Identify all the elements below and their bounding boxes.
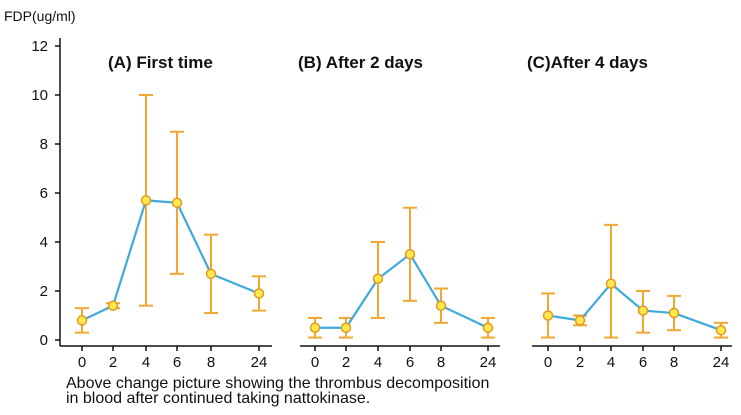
x-tick-label: 6	[639, 354, 647, 371]
data-point	[404, 249, 416, 260]
y-tick-label: 10	[31, 87, 48, 104]
y-axis-label: FDP(ug/ml)	[4, 8, 76, 24]
x-tick-label: 2	[576, 354, 584, 371]
x-tick-label: 24	[713, 354, 730, 371]
data-point	[76, 315, 88, 326]
x-tick-label: 2	[109, 354, 117, 371]
y-tick-label: 4	[40, 234, 48, 251]
x-tick-label: 24	[251, 354, 268, 371]
data-point	[715, 324, 727, 336]
x-tick-label: 8	[437, 354, 445, 371]
y-tick-label: 0	[40, 332, 48, 349]
x-tick-label: 8	[670, 354, 678, 371]
x-tick-label: 0	[78, 354, 86, 371]
y-tick-label: 6	[40, 185, 48, 202]
data-point	[637, 305, 649, 316]
panel-title: (C)After 4 days	[527, 53, 648, 72]
y-tick-label: 12	[31, 38, 48, 55]
x-tick-label: 6	[173, 354, 181, 371]
chart-caption: Above change picture showing the thrombu…	[66, 375, 490, 407]
data-point	[668, 307, 680, 319]
data-point	[171, 197, 183, 209]
panel-title: (A) First time	[108, 53, 213, 72]
x-tick-label: 6	[406, 354, 414, 371]
x-tick-label: 4	[607, 354, 615, 371]
x-tick-label: 0	[311, 354, 319, 371]
x-tick-label: 8	[207, 354, 215, 371]
caption-line-2: in blood after continued taking nattokin…	[66, 390, 371, 407]
y-tick-label: 2	[40, 283, 48, 300]
data-point	[309, 322, 321, 333]
data-point	[435, 300, 447, 311]
x-tick-label: 0	[544, 354, 552, 371]
series-line	[547, 282, 722, 332]
data-point	[482, 322, 494, 333]
caption-line-1: Above change picture showing the thrombu…	[66, 375, 490, 392]
data-point	[372, 273, 384, 284]
data-point	[140, 195, 152, 206]
data-point	[205, 268, 217, 280]
panel-title: (B) After 2 days	[298, 53, 423, 72]
data-point	[253, 288, 265, 299]
x-tick-label: 4	[374, 354, 382, 371]
data-point	[107, 300, 119, 311]
series-line	[81, 199, 260, 322]
x-tick-label: 24	[480, 354, 497, 371]
x-tick-label: 2	[342, 354, 350, 371]
data-point	[574, 315, 586, 326]
data-point	[340, 322, 352, 333]
y-tick-label: 8	[40, 136, 48, 153]
x-tick-label: 4	[142, 354, 150, 371]
data-point	[542, 310, 554, 321]
series-line	[315, 252, 489, 329]
data-point	[605, 278, 617, 289]
